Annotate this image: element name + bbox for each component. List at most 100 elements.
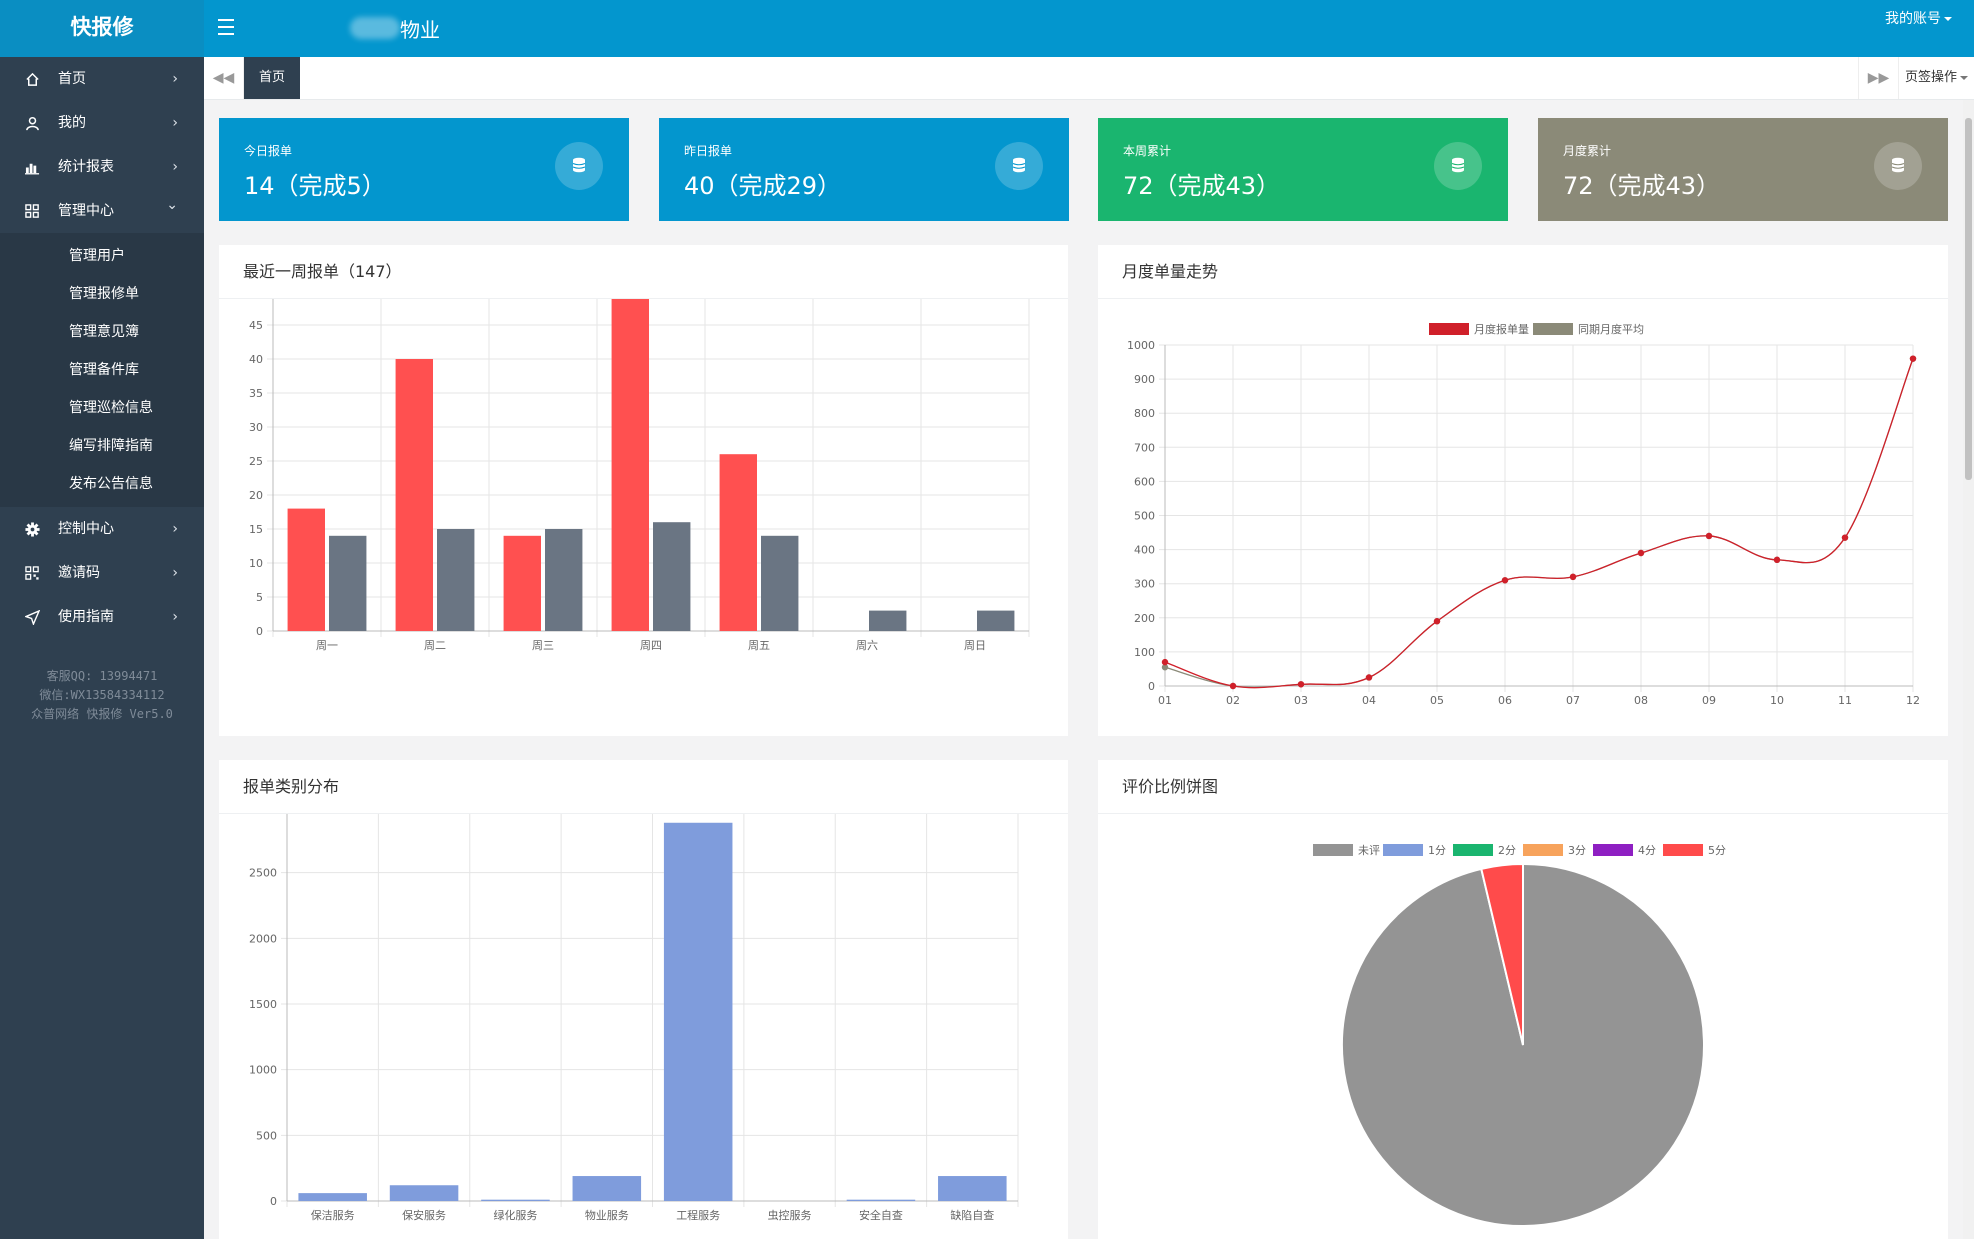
x-tick-label: 保洁服务 <box>311 1208 355 1222</box>
data-point <box>1705 532 1713 540</box>
x-tick-label: 绿化服务 <box>493 1208 537 1222</box>
y-tick-label: 700 <box>1134 441 1155 454</box>
sidebar-submenu: 管理用户管理报修单管理意见簿管理备件库管理巡检信息 编写排障指南 发布公告信息 <box>0 233 204 507</box>
y-tick-label: 400 <box>1134 544 1155 557</box>
sidebar-item-guide[interactable]: 使用指南 › <box>0 595 204 639</box>
chevron-right-icon: › <box>172 71 178 87</box>
tab-operations-menu[interactable]: 页签操作 <box>1898 57 1974 99</box>
database-icon <box>1434 142 1482 190</box>
monthly-trend-panel: 月度单量走势 0 100 200 300 400 500 600 700 800 900 1000 0… <box>1098 245 1948 736</box>
bar <box>545 529 583 631</box>
y-tick-label: 1500 <box>249 998 277 1011</box>
stat-value: 14（完成5） <box>244 172 386 200</box>
bar <box>437 529 475 631</box>
legend-swatch <box>1383 844 1423 856</box>
bar <box>846 1199 916 1201</box>
sidebar-item-label: 管理中心 <box>58 203 114 219</box>
bar <box>503 535 541 631</box>
x-tick-label: 04 <box>1362 694 1376 707</box>
gear-icon <box>25 522 40 537</box>
x-tick-label: 03 <box>1294 694 1308 707</box>
footer-wechat: 微信:WX13584334112 <box>39 688 165 702</box>
home-icon <box>26 72 39 86</box>
y-tick-label: 2000 <box>249 932 277 945</box>
y-tick-label: 200 <box>1134 612 1155 625</box>
bar-chart-icon <box>25 163 40 175</box>
sidebar-item-label: 使用指南 <box>58 609 114 625</box>
panel-title: 月度单量走势 <box>1098 245 1948 299</box>
chevron-down-icon: ⌄ <box>166 197 178 213</box>
panel-title: 最近一周报单（147） <box>219 245 1068 299</box>
sidebar-item-mine[interactable]: 我的 › <box>0 101 204 145</box>
weekly-orders-chart: 05101520253035404550周一周二周三周四周五周六周日近七日报单量… <box>249 299 1030 652</box>
y-tick-label: 45 <box>249 319 263 332</box>
org-name-label: 物业 <box>400 18 440 42</box>
bar <box>389 1185 459 1201</box>
legend-label: 月度报单量 <box>1474 322 1529 336</box>
bar <box>298 1193 367 1201</box>
bar <box>287 508 325 631</box>
bar <box>395 359 433 631</box>
y-tick-label: 500 <box>1134 510 1155 523</box>
panel-title: 评价比例饼图 <box>1098 760 1948 814</box>
page-scrollbar[interactable] <box>1963 100 1974 1239</box>
stat-value: 72（完成43） <box>1123 172 1281 200</box>
bar <box>938 1176 1007 1201</box>
x-tick-label: 物业服务 <box>585 1208 629 1222</box>
send-icon <box>25 610 40 625</box>
y-tick-label: 100 <box>1134 646 1155 659</box>
sidebar-subitem-6[interactable]: 发布公告信息 <box>69 476 153 492</box>
data-point <box>1841 534 1849 541</box>
x-tick-label: 安全自查 <box>859 1208 903 1222</box>
footer-qq: 客服QQ: 13994471 <box>46 669 158 683</box>
account-menu[interactable]: 我的账号 <box>1885 8 1952 28</box>
sidebar-subitem-3[interactable]: 管理备件库 <box>69 362 139 378</box>
sidebar-item-reports[interactable]: 统计报表 › <box>0 145 204 189</box>
legend-label: 5分 <box>1708 844 1726 857</box>
scrollbar-thumb[interactable] <box>1965 118 1972 480</box>
top-navbar: 快报修 物业 我的账号 <box>0 0 1974 57</box>
legend-swatch <box>1429 323 1469 335</box>
sidebar-subitem-5[interactable]: 编写排障指南 <box>69 438 153 454</box>
legend-label: 3分 <box>1568 844 1586 857</box>
x-tick-label: 周二 <box>424 639 446 652</box>
sidebar-subitem-2[interactable]: 管理意见簿 <box>69 324 139 340</box>
y-tick-label: 10 <box>249 557 263 570</box>
x-tick-label: 12 <box>1906 694 1920 707</box>
stat-value: 40（完成29） <box>684 172 842 200</box>
brand-logo[interactable]: 快报修 <box>0 0 204 57</box>
menu-toggle-icon[interactable] <box>215 14 237 42</box>
sidebar-item-home[interactable]: 首页 › <box>0 57 204 101</box>
x-tick-label: 周三 <box>532 639 554 652</box>
data-point <box>1433 618 1441 625</box>
y-tick-label: 1000 <box>249 1064 277 1077</box>
x-tick-label: 虫控服务 <box>768 1208 812 1222</box>
x-tick-label: 01 <box>1158 694 1172 707</box>
data-point <box>1773 556 1781 564</box>
sidebar-item-control-center[interactable]: 控制中心 › <box>0 507 204 551</box>
tab-home[interactable]: 首页 <box>244 57 300 99</box>
database-icon <box>995 142 1043 190</box>
y-tick-label: 1000 <box>1127 339 1155 352</box>
chevron-right-icon: › <box>172 521 178 537</box>
stat-label: 月度累计 <box>1563 144 1612 158</box>
sidebar-subitem-0[interactable]: 管理用户 <box>69 248 125 264</box>
sidebar-subitem-4[interactable]: 管理巡检信息 <box>69 400 153 416</box>
rating-pie-panel: 评价比例饼图 未评 1分 2分 3分 4分 5分 <box>1098 760 1948 1239</box>
org-name-redacted <box>350 17 400 39</box>
sidebar-item-invite-code[interactable]: 邀请码 › <box>0 551 204 595</box>
pie-slice <box>1480 862 1524 1046</box>
x-tick-label: 周四 <box>640 639 662 652</box>
x-tick-label: 缺陷自查 <box>950 1208 994 1222</box>
sidebar: 首页 › 我的 › 统计报表 › 管理中心 ⌄ 管理用户管理报修单管理意见簿管理备件库管理巡检… <box>0 57 204 1239</box>
tab-scroll-left-button[interactable]: ◀◀ <box>204 57 244 99</box>
sidebar-item-management[interactable]: 管理中心 ⌄ <box>0 189 204 233</box>
x-tick-label: 08 <box>1634 694 1648 707</box>
sidebar-subitem-1[interactable]: 管理报修单 <box>69 286 139 302</box>
y-tick-label: 0 <box>270 1195 277 1208</box>
x-tick-label: 10 <box>1770 694 1784 707</box>
bar <box>869 610 907 631</box>
y-tick-label: 600 <box>1134 475 1155 488</box>
x-tick-label: 周一 <box>316 639 338 652</box>
tab-scroll-right-button[interactable]: ▶▶ <box>1858 57 1898 99</box>
